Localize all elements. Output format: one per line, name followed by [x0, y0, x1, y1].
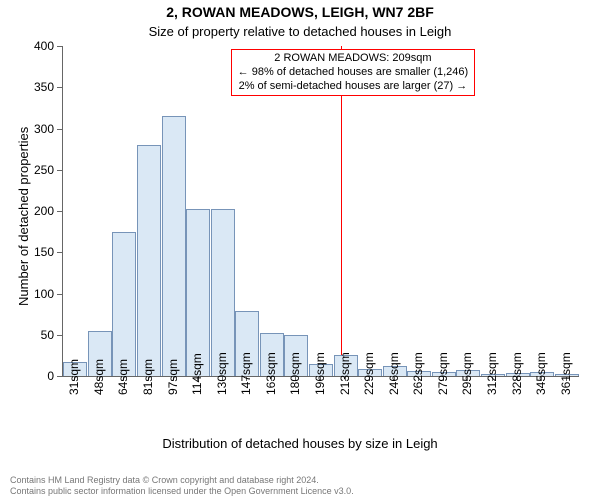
callout-line: 2 ROWAN MEADOWS: 209sqm	[238, 52, 469, 66]
x-tick-label: 64sqm	[116, 393, 130, 395]
y-tick	[57, 46, 62, 47]
histogram-bar	[211, 209, 235, 376]
y-tick	[57, 335, 62, 336]
chart-subtitle: Size of property relative to detached ho…	[0, 24, 600, 39]
x-tick-label: 229sqm	[362, 393, 376, 395]
x-tick-label: 312sqm	[485, 393, 499, 395]
y-tick-label: 250	[22, 163, 54, 177]
x-tick-label: 262sqm	[411, 393, 425, 395]
y-tick	[57, 129, 62, 130]
y-tick	[57, 87, 62, 88]
y-tick-label: 150	[22, 245, 54, 259]
callout-line: ← 98% of detached houses are smaller (1,…	[238, 66, 469, 80]
x-tick-label: 196sqm	[313, 393, 327, 395]
plot-area: 2 ROWAN MEADOWS: 209sqm← 98% of detached…	[62, 46, 579, 377]
footer-line: Contains HM Land Registry data © Crown c…	[10, 475, 354, 486]
callout-line: 2% of semi-detached houses are larger (2…	[238, 80, 469, 94]
x-tick-label: 81sqm	[141, 393, 155, 395]
y-tick-label: 0	[22, 369, 54, 383]
y-tick-label: 50	[22, 328, 54, 342]
histogram-bar	[112, 232, 136, 376]
chart-title: 2, ROWAN MEADOWS, LEIGH, WN7 2BF	[0, 4, 600, 20]
x-tick-label: 97sqm	[166, 393, 180, 395]
x-tick-label: 361sqm	[559, 393, 573, 395]
x-tick-label: 130sqm	[215, 393, 229, 395]
x-tick-label: 31sqm	[67, 393, 81, 395]
x-tick-label: 163sqm	[264, 393, 278, 395]
y-tick	[57, 376, 62, 377]
x-tick-label: 246sqm	[387, 393, 401, 395]
y-tick	[57, 252, 62, 253]
x-tick-label: 345sqm	[534, 393, 548, 395]
x-tick-label: 147sqm	[239, 393, 253, 395]
y-tick	[57, 294, 62, 295]
chart-root: 2, ROWAN MEADOWS, LEIGH, WN7 2BF Size of…	[0, 0, 600, 500]
x-tick-label: 213sqm	[338, 393, 352, 395]
x-tick-label: 295sqm	[460, 393, 474, 395]
x-tick-label: 180sqm	[288, 393, 302, 395]
x-tick-label: 48sqm	[92, 393, 106, 395]
x-tick-label: 328sqm	[510, 393, 524, 395]
y-tick-label: 400	[22, 39, 54, 53]
callout-box: 2 ROWAN MEADOWS: 209sqm← 98% of detached…	[231, 49, 476, 96]
y-tick-label: 200	[22, 204, 54, 218]
histogram-bar	[162, 116, 186, 376]
x-axis-title: Distribution of detached houses by size …	[0, 436, 600, 451]
x-tick-label: 279sqm	[436, 393, 450, 395]
x-tick-label: 114sqm	[190, 393, 204, 395]
y-tick	[57, 211, 62, 212]
y-tick-label: 350	[22, 80, 54, 94]
footer-line: Contains public sector information licen…	[10, 486, 354, 497]
y-tick	[57, 170, 62, 171]
y-tick-label: 300	[22, 122, 54, 136]
histogram-bar	[137, 145, 161, 376]
histogram-bar	[186, 209, 210, 376]
y-tick-label: 100	[22, 287, 54, 301]
footer-attribution: Contains HM Land Registry data © Crown c…	[10, 475, 354, 497]
